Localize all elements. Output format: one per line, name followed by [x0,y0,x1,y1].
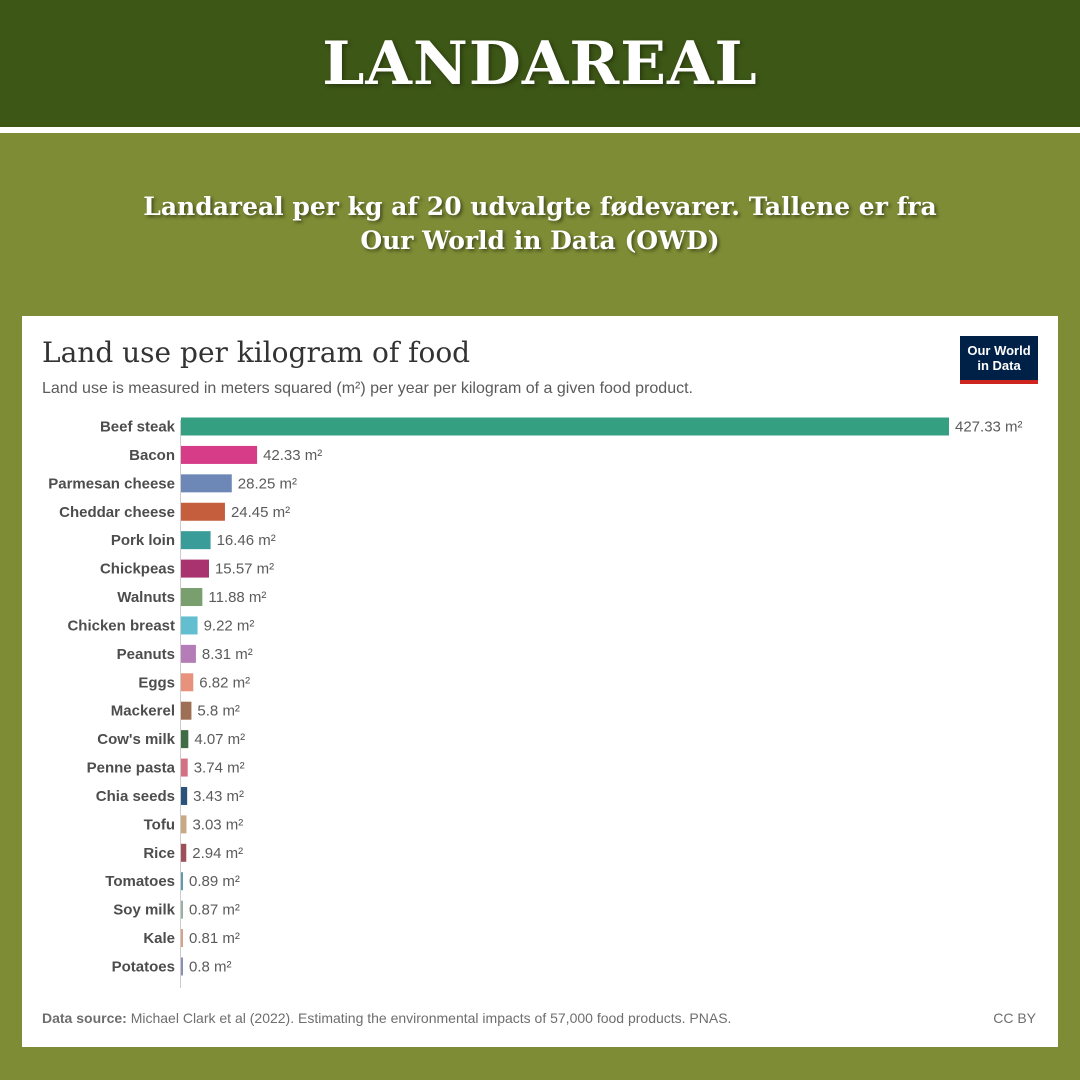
bar-cheddar-cheese[interactable] [181,502,225,521]
value-label-peanuts: 8.31 m² [202,646,253,663]
bar-chicken-breast[interactable] [181,616,198,635]
license-label[interactable]: CC BY [993,1010,1036,1026]
category-label-walnuts: Walnuts [117,589,175,606]
bar-potatoes[interactable] [181,957,183,976]
category-label-cheddar-cheese: Cheddar cheese [59,504,175,521]
value-label-beef-steak: 427.33 m² [955,419,1023,436]
bar-kale[interactable] [181,929,183,948]
banner-title: LANDAREAL [322,28,758,99]
chart-card: Land use per kilogram of food Land use i… [22,316,1058,1047]
category-label-bacon: Bacon [129,447,175,464]
bar-eggs[interactable] [181,673,194,692]
banner-divider [0,127,1080,133]
value-label-penne-pasta: 3.74 m² [194,760,245,777]
bar-walnuts[interactable] [181,588,203,607]
bar-bacon[interactable] [181,445,258,464]
page-subtitle-line-2: Our World in Data (OWD) [360,226,720,255]
category-label-chickpeas: Chickpeas [100,561,175,578]
value-label-bacon: 42.33 m² [263,447,322,464]
value-label-pork-loin: 16.46 m² [217,532,276,549]
bar-parmesan-cheese[interactable] [181,474,232,493]
category-label-parmesan-cheese: Parmesan cheese [48,475,175,492]
value-label-tomatoes: 0.89 m² [189,873,240,890]
bar-beef-steak[interactable] [181,417,949,436]
chart-title: Land use per kilogram of food [42,336,471,369]
page-subtitle: Landareal per kg af 20 udvalgte fødevare… [60,190,1020,258]
value-label-chicken-breast: 9.22 m² [204,617,255,634]
owid-logo[interactable]: Our World in Data [960,336,1038,384]
value-label-walnuts: 11.88 m² [208,589,266,606]
category-label-tofu: Tofu [144,816,175,833]
data-source-text: Michael Clark et al (2022). Estimating t… [130,1010,732,1026]
bar-pork-loin[interactable] [181,531,211,550]
category-label-potatoes: Potatoes [112,958,175,975]
category-label-cow-s-milk: Cow's milk [97,731,175,748]
bar-peanuts[interactable] [181,644,196,663]
bar-chickpeas[interactable] [181,559,209,578]
value-label-soy-milk: 0.87 m² [189,902,240,919]
value-label-cow-s-milk: 4.07 m² [194,731,245,748]
category-label-mackerel: Mackerel [111,703,175,720]
category-label-penne-pasta: Penne pasta [87,760,176,777]
value-label-chia-seeds: 3.43 m² [193,788,244,805]
chart-subtitle: Land use is measured in meters squared (… [42,380,693,397]
bar-cow-s-milk[interactable] [181,730,189,749]
value-label-eggs: 6.82 m² [199,674,250,691]
category-label-soy-milk: Soy milk [113,902,175,919]
bar-chia-seeds[interactable] [181,786,188,805]
value-label-chickpeas: 15.57 m² [215,561,274,578]
bar-mackerel[interactable] [181,701,192,720]
category-label-tomatoes: Tomatoes [105,873,175,890]
value-label-rice: 2.94 m² [192,845,243,862]
value-label-kale: 0.81 m² [189,930,240,947]
owid-logo-line-1: Our World [967,343,1031,358]
category-label-chia-seeds: Chia seeds [96,788,175,805]
category-label-beef-steak: Beef steak [100,419,176,436]
bar-rice[interactable] [181,843,187,862]
bar-soy-milk[interactable] [181,900,183,919]
value-label-cheddar-cheese: 24.45 m² [231,504,290,521]
category-label-kale: Kale [143,930,175,947]
bar-tomatoes[interactable] [181,872,183,891]
value-label-tofu: 3.03 m² [192,816,243,833]
category-label-chicken-breast: Chicken breast [67,617,175,634]
value-label-parmesan-cheese: 28.25 m² [238,475,297,492]
category-label-rice: Rice [143,845,175,862]
top-banner: LANDAREAL [0,0,1080,127]
category-label-eggs: Eggs [138,674,175,691]
bar-penne-pasta[interactable] [181,758,188,777]
data-source: Data source: Michael Clark et al (2022).… [42,1010,731,1026]
bar-chart: Beef steak 427.33 m² Bacon 42.33 m² Parmesan… [48,417,1023,988]
value-label-mackerel: 5.8 m² [197,703,240,720]
value-label-potatoes: 0.8 m² [189,958,232,975]
owid-logo-line-2: in Data [977,358,1021,373]
data-source-label: Data source: [42,1010,127,1026]
page-subtitle-line-1: Landareal per kg af 20 udvalgte fødevare… [143,192,937,221]
bar-tofu[interactable] [181,815,187,834]
category-label-pork-loin: Pork loin [111,532,175,549]
category-label-peanuts: Peanuts [117,646,175,663]
